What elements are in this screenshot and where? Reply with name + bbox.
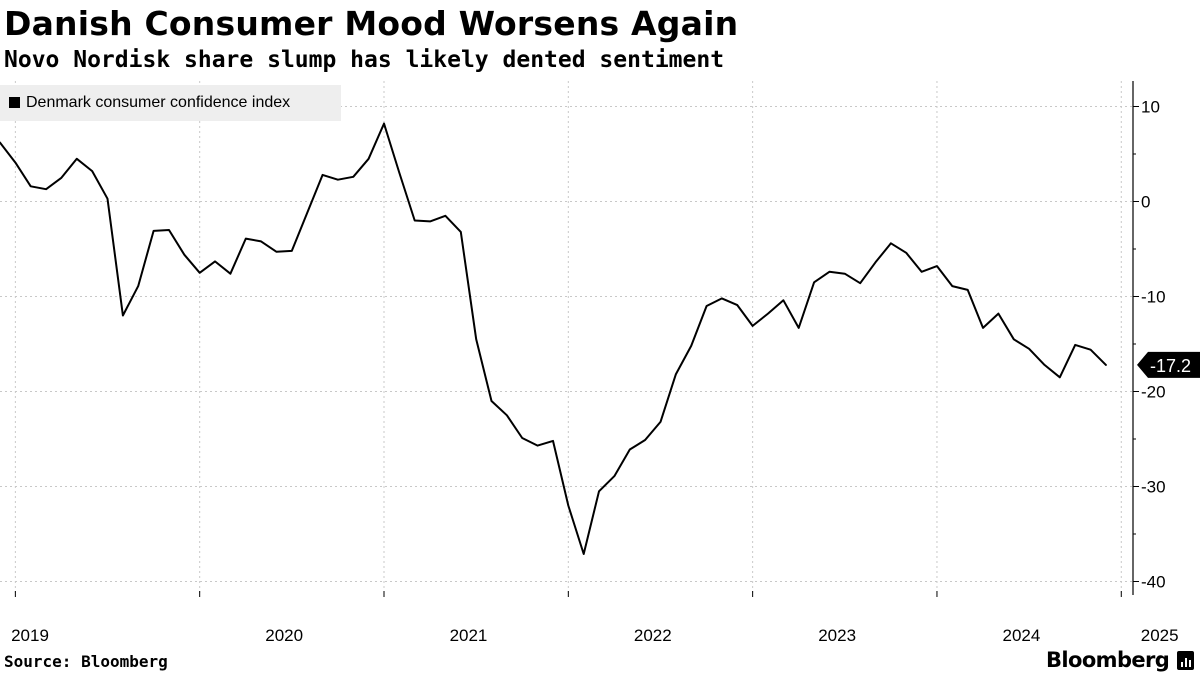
chart-subtitle: Novo Nordisk share slump has likely dent… <box>4 47 725 73</box>
legend-swatch <box>9 97 20 108</box>
y-tick-label: 0 <box>1141 193 1150 212</box>
last-value-label: -17.2 <box>1150 356 1191 376</box>
bloomberg-logo: Bloomberg <box>1046 648 1170 672</box>
x-tick-label: 2019 <box>11 626 49 645</box>
y-tick-label: -20 <box>1141 383 1166 402</box>
x-tick-label: 2022 <box>634 626 672 645</box>
last-value-tag <box>1137 351 1200 378</box>
chart-title: Danish Consumer Mood Worsens Again <box>4 4 739 43</box>
bloomberg-chart-icon <box>1177 651 1194 670</box>
legend-label: Denmark consumer confidence index <box>26 94 291 111</box>
x-tick-label: 2021 <box>450 626 488 645</box>
x-tick-label: 2023 <box>818 626 856 645</box>
y-tick-label: -40 <box>1141 573 1166 592</box>
legend <box>0 85 341 121</box>
x-tick-label: 2025 <box>1141 626 1179 645</box>
y-tick-label: -10 <box>1141 288 1166 307</box>
y-tick-label: -30 <box>1141 478 1166 497</box>
source-note: Source: Bloomberg <box>4 652 168 671</box>
x-tick-label: 2020 <box>265 626 303 645</box>
series-line <box>0 122 1107 555</box>
x-tick-label: 2024 <box>1003 626 1041 645</box>
y-tick-label: 10 <box>1141 98 1160 117</box>
